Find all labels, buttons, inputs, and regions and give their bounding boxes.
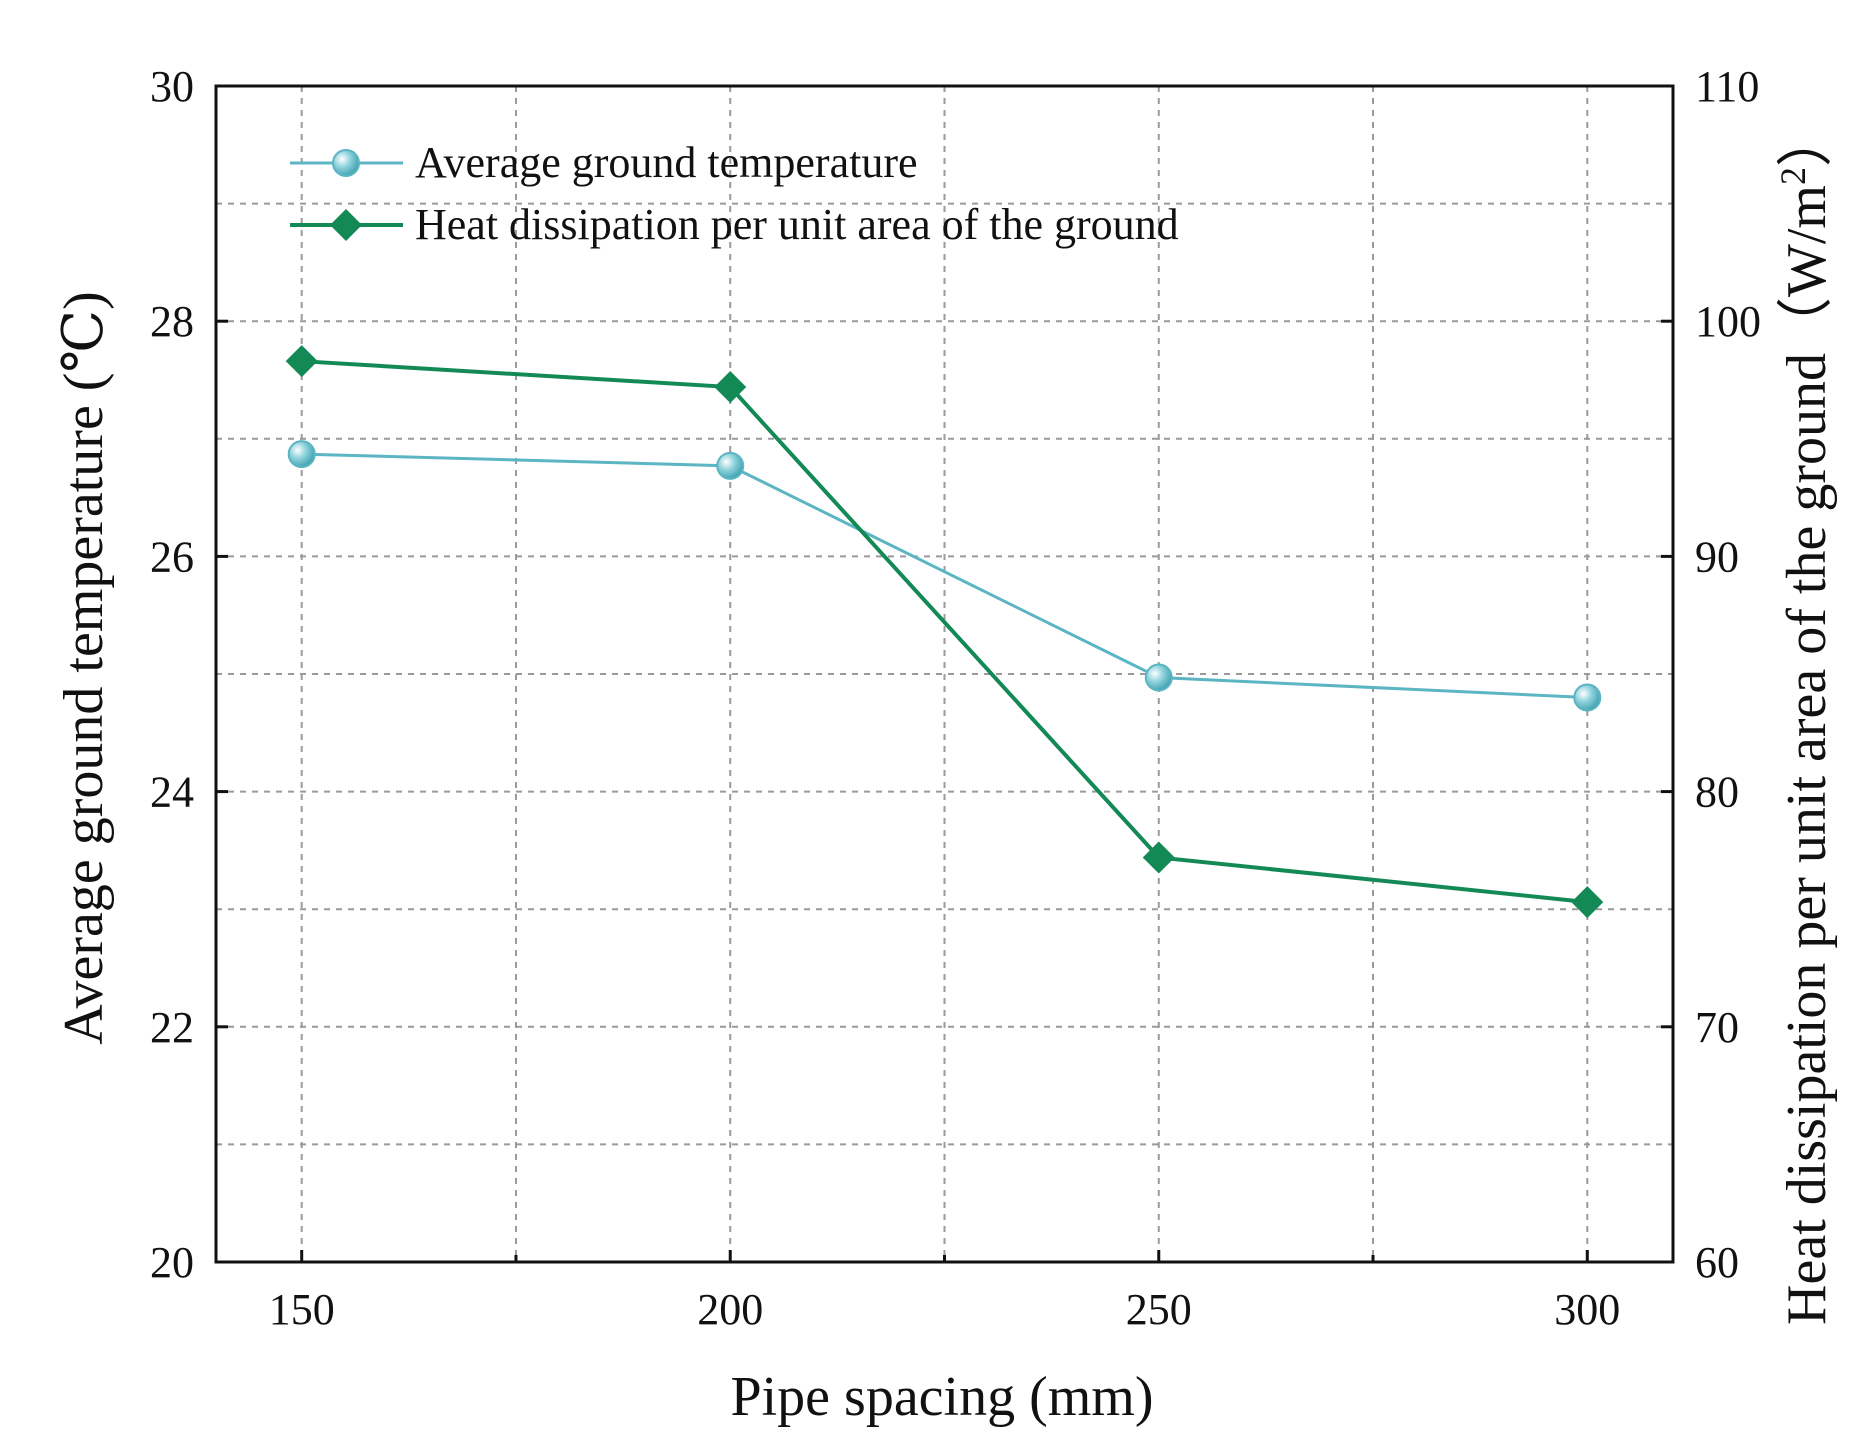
data-point-series-2 (714, 371, 747, 404)
y-tick-label: 24 (150, 768, 194, 817)
x-tick-label: 150 (269, 1285, 335, 1334)
y-tick-label: 22 (150, 1003, 194, 1052)
y2-axis-title-close: ） (1776, 111, 1838, 167)
y-tick-label: 28 (150, 297, 194, 346)
y2-axis-title: Heat dissipation per unit area of the gr… (1773, 111, 1838, 1325)
series-line-2 (301, 359, 1588, 905)
x-tick-label: 300 (1554, 1285, 1620, 1334)
y2-tick-label: 100 (1695, 297, 1761, 346)
data-point-series-2 (1142, 841, 1175, 874)
x-tick-label: 250 (1126, 1285, 1192, 1334)
y-tick-label: 20 (150, 1238, 194, 1287)
y2-tick-label: 90 (1695, 532, 1739, 581)
legend-label-1: Average ground temperature (415, 138, 918, 187)
data-point-series-2 (285, 345, 318, 378)
y-tick-label: 26 (150, 532, 194, 581)
axis-ticks: 150 200 250 300 20 22 24 26 28 30 60 70 80 90 100 110 (150, 62, 1761, 1334)
y2-axis-title-main: Heat dissipation per unit area of the gr… (1776, 185, 1838, 1325)
x-tick-label: 200 (697, 1285, 763, 1334)
data-point-series-1 (1573, 683, 1602, 712)
series-layer (285, 345, 1604, 919)
series-line-1 (301, 452, 1588, 700)
data-point-series-1 (287, 440, 316, 469)
y2-tick-label: 80 (1695, 768, 1739, 817)
legend-marker-1 (332, 149, 360, 177)
y-tick-label: 30 (150, 62, 194, 111)
y2-tick-label: 110 (1695, 62, 1759, 111)
y-axis-title: Average ground temperature (℃) (53, 291, 115, 1044)
legend-marker-2 (330, 209, 362, 241)
legend-label-2: Heat dissipation per unit area of the gr… (415, 200, 1179, 249)
grid-lines (216, 86, 1673, 1262)
y2-tick-label: 70 (1695, 1003, 1739, 1052)
y2-axis-title-superscript: 2 (1773, 167, 1813, 185)
y2-tick-label: 60 (1695, 1238, 1739, 1287)
data-point-series-1 (1144, 663, 1173, 692)
data-point-series-1 (716, 451, 745, 480)
data-point-series-2 (1571, 886, 1604, 919)
x-axis-title: Pipe spacing (mm) (730, 1366, 1153, 1428)
legend: Average ground temperature Heat dissipati… (290, 138, 1179, 249)
